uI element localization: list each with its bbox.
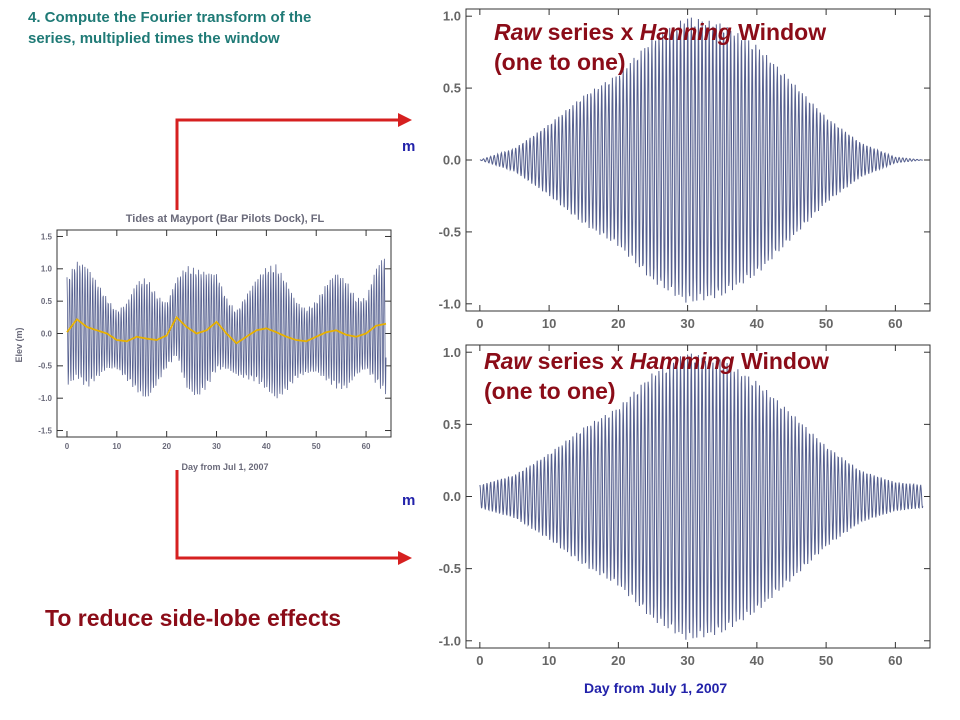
tide-ytick-label: -1.5: [38, 426, 52, 435]
hamming-xtick-label: 60: [888, 653, 902, 668]
tide-ytick-label: 1.0: [41, 265, 53, 274]
tide-xtick-label: 30: [212, 442, 221, 451]
hamming-annotation-raw: Raw: [484, 348, 532, 374]
hanning-xtick-label: 30: [680, 316, 694, 331]
hamming-xtick-label: 30: [680, 653, 694, 668]
hamming-annotation: Raw series x Hamming Window (one to one): [484, 346, 829, 406]
tide-ytick-label: 0.0: [41, 329, 53, 338]
hanning-ytick-label: -1.0: [439, 296, 461, 311]
arrow-bottom-line: [175, 470, 398, 560]
tide-chart-title: Tides at Mayport (Bar Pilots Dock), FL: [126, 213, 325, 225]
bottom-xlabel: Day from July 1, 2007: [584, 680, 728, 696]
tide-xtick-label: 40: [262, 442, 271, 451]
hamming-ytick-label: 0.0: [443, 489, 461, 504]
hanning-xtick-label: 50: [819, 316, 833, 331]
arrow-top-head: [398, 113, 412, 127]
hamming-ytick-label: 1.0: [443, 345, 461, 360]
tide-ytick-label: -1.0: [38, 394, 52, 403]
hamming-xtick-label: 20: [611, 653, 625, 668]
hanning-annotation-suffix: Window: [731, 19, 827, 45]
arrow-bottom: [175, 470, 412, 565]
hamming-xtick-label: 10: [542, 653, 556, 668]
tide-xtick-label: 60: [362, 442, 371, 451]
hamming-xtick-label: 50: [819, 653, 833, 668]
hanning-series-line: [479, 17, 923, 303]
tide-xtick-label: 10: [112, 442, 121, 451]
hamming-chart: 0 10 20 30 40 50 60 1.0 0.5 0.0 -0.5 -1.0: [439, 344, 931, 668]
hanning-ytick-label: 0.0: [443, 153, 461, 168]
tide-chart: Tides at Mayport (Bar Pilots Dock), FL E…: [14, 213, 392, 472]
hanning-xtick-label: 60: [888, 316, 902, 331]
arrow-top-line: [175, 118, 398, 210]
tide-ytick-label: 0.5: [41, 297, 53, 306]
hamming-annotation-window: Hamming: [629, 348, 735, 374]
lowpass-series-line: [66, 315, 387, 345]
hanning-annotation-window: Hanning: [639, 19, 732, 45]
hanning-xtick-label: 0: [476, 316, 483, 331]
hanning-annotation: Raw series x Hanning Window (one to one): [494, 17, 826, 77]
hamming-series-line: [479, 353, 924, 640]
arrow-bottom-head: [398, 551, 412, 565]
tide-series-line: [66, 258, 387, 399]
hanning-chart: 0 10 20 30 40 50 60 1.0 0.5 0.0 -0.5 -1.0: [439, 8, 931, 331]
hanning-ytick-label: -0.5: [439, 224, 461, 239]
tide-ytick-label: -0.5: [38, 362, 52, 371]
hamming-xtick-label: 0: [476, 653, 483, 668]
hamming-annotation-suffix: Window: [734, 348, 829, 374]
hanning-annotation-raw: Raw: [494, 19, 542, 45]
hamming-ytick-label: 0.5: [443, 417, 461, 432]
tide-xtick-label: 50: [312, 442, 321, 451]
hamming-ytick-label: -1.0: [439, 633, 461, 648]
hanning-ylabel: m: [402, 138, 416, 155]
hanning-xtick-label: 10: [542, 316, 556, 331]
tide-ytick-label: 1.5: [41, 232, 53, 241]
tide-chart-xlabel: Day from Jul 1, 2007: [181, 462, 268, 472]
hamming-xtick-label: 40: [750, 653, 764, 668]
side-lobe-note: To reduce side-lobe effects: [45, 605, 342, 631]
step-description: 4. Compute the Fourier transform of the …: [28, 9, 312, 47]
hanning-ytick-label: 0.5: [443, 81, 461, 96]
hamming-annotation-mid: series x: [531, 348, 630, 374]
hamming-ylabel: m: [402, 492, 416, 509]
tide-chart-ylabel: Elev (m): [14, 327, 24, 362]
tide-xtick-label: 20: [162, 442, 171, 451]
tide-xtick-label: 0: [65, 442, 70, 451]
hamming-annotation-line2: (one to one): [484, 378, 616, 404]
hanning-xtick-label: 40: [750, 316, 764, 331]
hanning-ytick-label: 1.0: [443, 9, 461, 24]
hanning-annotation-mid: series x: [541, 19, 640, 45]
hanning-xtick-label: 20: [611, 316, 625, 331]
hanning-annotation-line2: (one to one): [494, 49, 626, 75]
arrow-top: [175, 113, 412, 210]
hamming-ytick-label: -0.5: [439, 561, 461, 576]
